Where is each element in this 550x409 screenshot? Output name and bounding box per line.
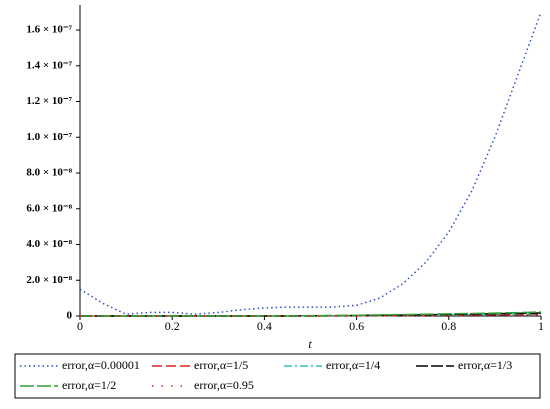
y-tick-label: 4.0 × 10⁻⁸ — [26, 238, 72, 250]
y-tick-label: 1.0 × 10⁻⁷ — [26, 131, 72, 143]
legend-label: error,α=0.00001 — [62, 358, 140, 372]
legend-label: error,α=1/4 — [326, 358, 380, 372]
y-tick-label: 1.6 × 10⁻⁷ — [26, 24, 72, 36]
series-line — [80, 311, 542, 317]
y-tick-label: 8.0 × 10⁻⁸ — [26, 167, 72, 179]
x-tick-label: 0 — [77, 319, 83, 333]
x-axis-label: t — [308, 337, 312, 351]
legend-label: error,α=1/3 — [458, 358, 512, 372]
legend-box — [14, 353, 541, 399]
y-tick-label: 0 — [67, 310, 73, 322]
series-line — [79, 11, 542, 315]
series-line — [80, 313, 542, 317]
y-tick-label: 2.0 × 10⁻⁸ — [26, 274, 72, 286]
x-tick-label: 0.4 — [257, 319, 272, 333]
x-tick-label: 0.8 — [441, 319, 456, 333]
legend-label: error,α=1/5 — [194, 358, 248, 372]
legend-label: error,α=1/2 — [62, 378, 116, 392]
legend-label: error,α=0.95 — [194, 378, 254, 392]
y-tick-label: 6.0 × 10⁻⁸ — [26, 202, 72, 214]
x-tick-label: 0.2 — [165, 319, 180, 333]
x-tick-label: 1 — [538, 319, 544, 333]
x-tick-label: 0.6 — [349, 319, 364, 333]
y-tick-label: 1.4 × 10⁻⁷ — [26, 59, 72, 71]
y-tick-label: 1.2 × 10⁻⁷ — [26, 95, 72, 107]
